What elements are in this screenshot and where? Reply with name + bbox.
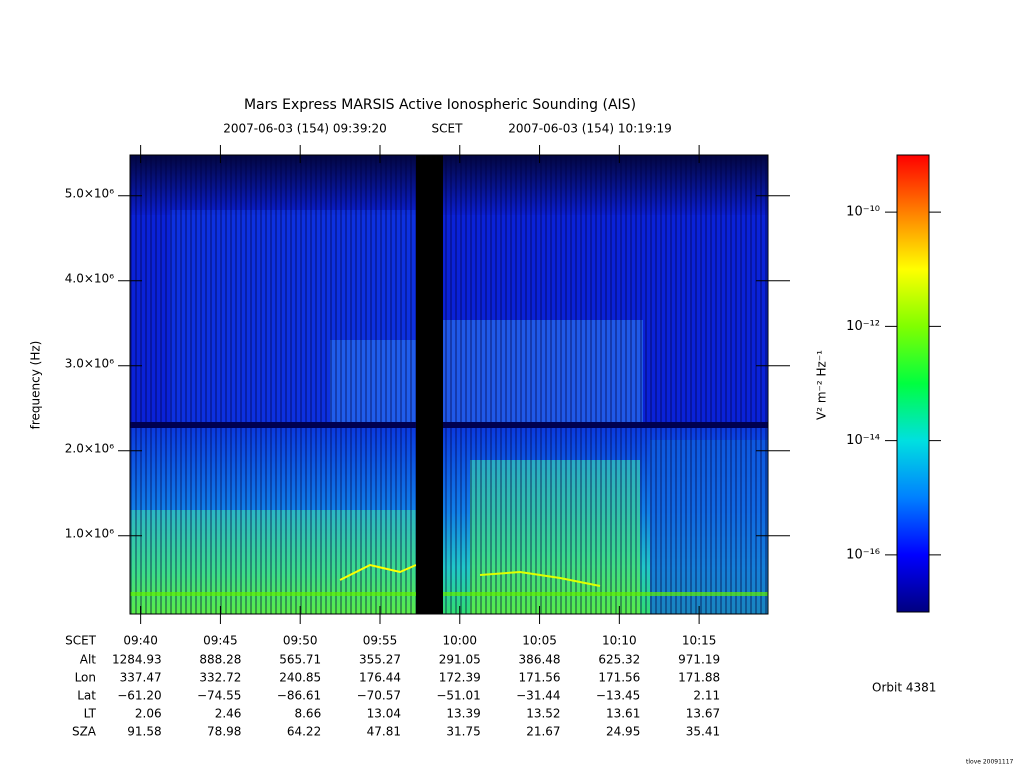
colorbar-tick-label: 10⁻¹⁴ [846,433,880,448]
ephemeris-value: −86.61 [277,689,321,703]
ephemeris-value: 1284.93 [112,653,162,667]
ephemeris-value: 386.48 [519,653,561,667]
colorbar-tick-label: 10⁻¹⁶ [846,547,880,562]
ephemeris-value: 2.46 [215,707,242,721]
spectrogram-image [130,155,768,614]
ephemeris-value: 13.61 [606,707,640,721]
subtitle-frame: SCET [432,122,464,136]
ephemeris-value: 240.85 [279,671,321,685]
orbit-label: Orbit 4381 [872,681,936,695]
colorbar-tick-label: 10⁻¹⁰ [846,205,880,220]
ephemeris-value: 171.88 [678,671,720,685]
ephemeris-value: 47.81 [367,725,401,739]
ephemeris-value: 13.67 [686,707,720,721]
credit: tlove 20091117 [966,759,1014,766]
ephemeris-value: 171.56 [598,671,640,685]
ephemeris-label: Alt [80,653,97,667]
ephemeris-value: 332.72 [199,671,241,685]
ephemeris-value: −31.44 [516,689,560,703]
x-tick-label: 09:40 [123,634,158,648]
ephemeris-value: 13.39 [446,707,480,721]
x-tick-label: 10:05 [522,634,557,648]
chart-title: Mars Express MARSIS Active Ionospheric S… [244,97,636,113]
ephemeris-value: 971.19 [678,653,720,667]
x-tick-label: 10:10 [602,634,637,648]
ephemeris-value: −74.55 [197,689,241,703]
ephemeris-value: 78.98 [207,725,241,739]
x-tick-label: 09:55 [363,634,398,648]
x-axis-label: SCET [65,634,97,648]
ephemeris-value: 171.56 [519,671,561,685]
ephemeris-value: 2.06 [135,707,162,721]
ephemeris-value: 2.11 [693,689,720,703]
ephemeris-value: 13.04 [367,707,401,721]
ephemeris-value: 291.05 [439,653,481,667]
ephemeris-value: 35.41 [686,725,720,739]
subtitle-end: 2007-06-03 (154) 10:19:19 [508,122,672,136]
x-tick-label: 10:15 [682,634,717,648]
ephemeris-value: −51.01 [436,689,480,703]
x-tick-label: 10:00 [442,634,477,648]
colorbar-tick-label: 10⁻¹² [846,319,880,334]
y-tick-label: 2.0×10⁶ [65,441,114,455]
ephemeris-value: −13.45 [596,689,640,703]
ephemeris-value: 13.52 [526,707,560,721]
ephemeris-value: 565.71 [279,653,321,667]
ephemeris-value: 625.32 [598,653,640,667]
ephemeris-label: LT [84,707,97,721]
colorbar [896,154,930,613]
ephemeris-value: 355.27 [359,653,401,667]
y-tick-label: 4.0×10⁶ [65,271,114,285]
ephemeris-value: 91.58 [127,725,161,739]
ephemeris-value: 64.22 [287,725,321,739]
ephemeris-value: 172.39 [439,671,481,685]
ephemeris-value: 21.67 [526,725,560,739]
ephemeris-value: 8.66 [294,707,321,721]
plot-frame [129,154,769,615]
x-tick-label: 09:50 [283,634,318,648]
colorbar-label: V² m⁻² Hz⁻¹ [815,350,829,420]
x-tick-label: 09:45 [203,634,238,648]
ephemeris-value: 337.47 [120,671,162,685]
ephemeris-value: −61.20 [117,689,161,703]
y-tick-label: 1.0×10⁶ [65,526,114,540]
y-tick-label: 3.0×10⁶ [65,356,114,370]
subtitle-start: 2007-06-03 (154) 09:39:20 [223,122,387,136]
y-tick-label: 5.0×10⁶ [65,186,114,200]
ephemeris-label: Lon [75,671,96,685]
ephemeris-value: 888.28 [199,653,241,667]
y-axis-label: frequency (Hz) [29,341,43,430]
ephemeris-value: −70.57 [357,689,401,703]
ephemeris-value: 176.44 [359,671,401,685]
ephemeris-value: 24.95 [606,725,640,739]
ephemeris-label: SZA [72,725,97,739]
ephemeris-label: Lat [77,689,96,703]
ephemeris-value: 31.75 [446,725,480,739]
